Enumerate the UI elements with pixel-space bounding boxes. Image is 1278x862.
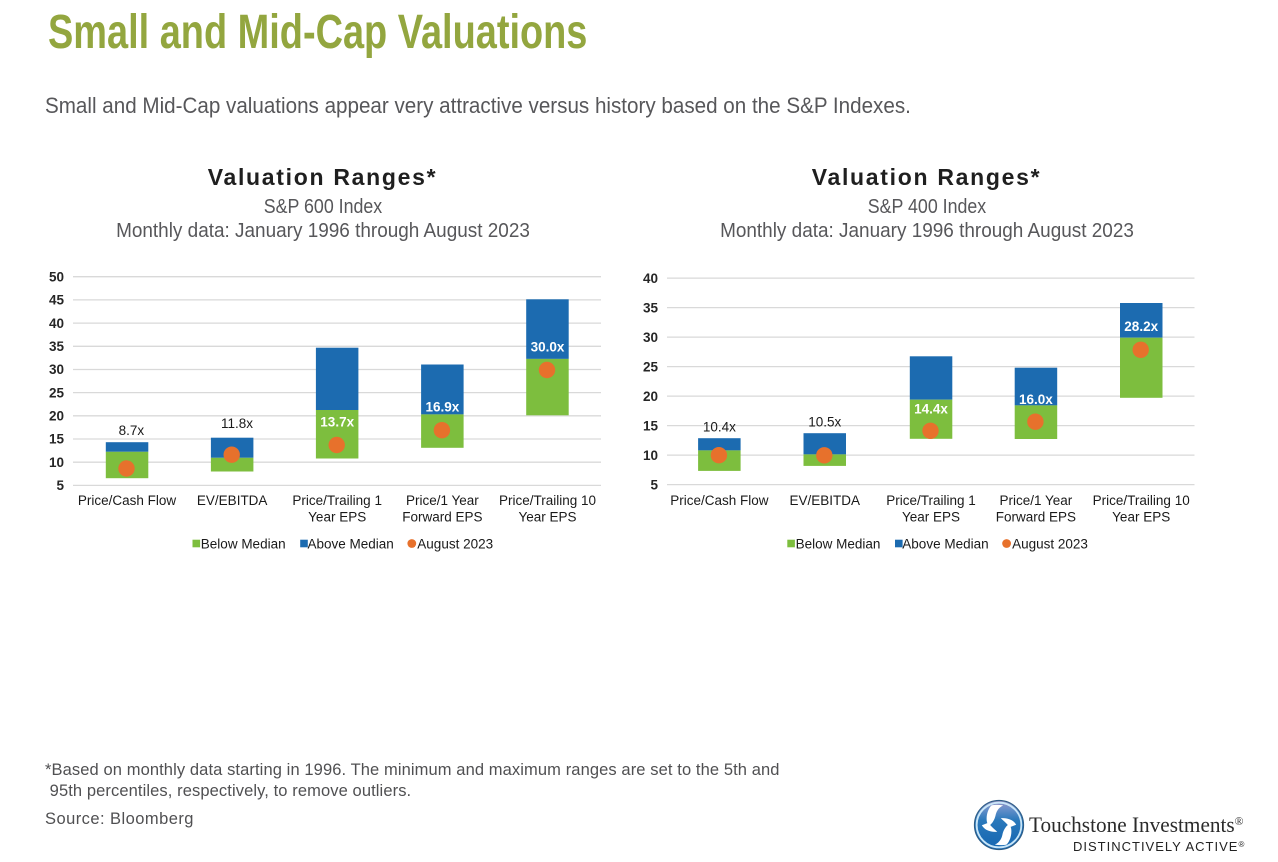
svg-text:Price/Trailing 1: Price/Trailing 1 [292, 493, 382, 508]
svg-text:40: 40 [49, 316, 64, 331]
svg-text:EV/EBITDA: EV/EBITDA [197, 493, 268, 508]
svg-text:Forward EPS: Forward EPS [402, 510, 482, 525]
svg-text:16.0x: 16.0x [1019, 392, 1053, 407]
svg-text:Price/Trailing 1: Price/Trailing 1 [886, 493, 976, 508]
svg-text:Price/1 Year: Price/1 Year [406, 493, 479, 508]
svg-text:16.9x: 16.9x [426, 399, 460, 414]
svg-text:10: 10 [49, 455, 64, 470]
svg-text:5: 5 [56, 478, 64, 493]
svg-text:28.2x: 28.2x [1124, 319, 1158, 334]
svg-text:Year EPS: Year EPS [902, 510, 960, 525]
svg-text:11.8x: 11.8x [221, 416, 253, 431]
svg-text:14.4x: 14.4x [914, 401, 948, 416]
svg-text:EV/EBITDA: EV/EBITDA [790, 493, 861, 508]
svg-text:30: 30 [49, 362, 64, 377]
svg-text:Forward EPS: Forward EPS [996, 510, 1076, 525]
svg-text:35: 35 [49, 339, 65, 354]
svg-text:Below Median: Below Median [201, 536, 286, 551]
svg-text:20: 20 [643, 389, 658, 404]
svg-text:50: 50 [49, 269, 64, 284]
svg-text:Year EPS: Year EPS [308, 510, 366, 525]
svg-text:Year EPS: Year EPS [1112, 510, 1170, 525]
svg-text:August 2023: August 2023 [417, 536, 493, 551]
svg-text:30.0x: 30.0x [531, 340, 565, 355]
svg-text:August 2023: August 2023 [1012, 536, 1088, 551]
svg-text:5: 5 [650, 477, 658, 492]
svg-text:Price/Trailing 10: Price/Trailing 10 [499, 493, 596, 508]
svg-text:Below Median: Below Median [796, 536, 881, 551]
svg-text:Above Median: Above Median [902, 536, 988, 551]
svg-text:25: 25 [49, 385, 65, 400]
svg-text:8.7x: 8.7x [119, 423, 145, 438]
svg-text:Price/Cash Flow: Price/Cash Flow [670, 493, 769, 508]
svg-text:25: 25 [643, 359, 659, 374]
svg-text:10.5x: 10.5x [808, 414, 841, 429]
svg-text:13.7x: 13.7x [320, 415, 354, 430]
svg-text:15: 15 [643, 418, 659, 433]
svg-text:Price/1 Year: Price/1 Year [999, 493, 1072, 508]
svg-text:45: 45 [49, 293, 65, 308]
svg-text:20: 20 [49, 409, 64, 424]
svg-text:Above Median: Above Median [308, 536, 394, 551]
svg-text:40: 40 [643, 271, 658, 286]
svg-text:15: 15 [49, 432, 65, 447]
svg-text:Price/Cash Flow: Price/Cash Flow [78, 493, 177, 508]
svg-text:35: 35 [643, 300, 659, 315]
svg-text:Year EPS: Year EPS [518, 510, 576, 525]
svg-text:10.4x: 10.4x [703, 419, 736, 434]
svg-text:10: 10 [643, 448, 658, 463]
svg-text:30: 30 [643, 330, 658, 345]
svg-text:Price/Trailing 10: Price/Trailing 10 [1093, 493, 1190, 508]
